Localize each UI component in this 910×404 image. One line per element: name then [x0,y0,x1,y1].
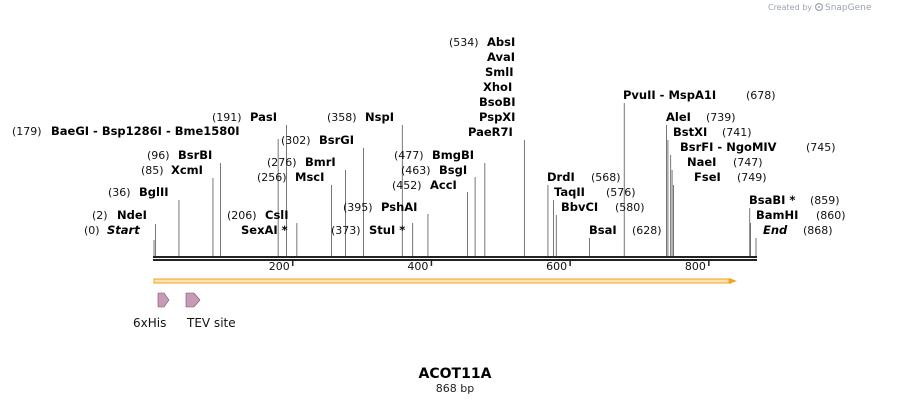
enzyme-pos: (373) [331,224,361,237]
enzyme-name[interactable]: PspXI [479,110,515,124]
enzyme-pos: (860) [816,209,846,222]
enzyme-name[interactable]: PshAI [381,200,417,214]
feature-label: 6xHis [133,316,166,330]
enzyme-pos: (576) [606,186,636,199]
enzyme-name[interactable]: BstXI [673,125,707,139]
feature-arrow-icon[interactable] [157,292,170,308]
enzyme-name[interactable]: BmrI [305,155,336,169]
enzyme-name[interactable]: BsoBI [479,95,516,109]
snapgene-logo-icon [814,2,823,12]
cut-site-lines [153,103,757,256]
enzyme-name[interactable]: AvaI [487,50,515,64]
enzyme-pos: (859) [810,194,840,207]
enzyme-name[interactable]: SmlI [485,65,514,79]
enzyme-pos: (452) [392,179,422,192]
enzyme-pos: (749) [737,171,767,184]
enzyme-name[interactable]: BbvCI [561,200,598,214]
enzyme-pos: (580) [615,201,645,214]
sequence-ruler: 200 400 600 800 [153,256,757,273]
enzyme-name[interactable]: BsrBI [178,148,212,162]
enzyme-pos: (36) [108,186,131,199]
enzyme-pos: (534) [449,36,479,49]
enzyme-name[interactable]: BaeGI - Bsp1286I - Bme1580I [51,124,240,138]
enzyme-pos: (85) [141,164,164,177]
enzyme-name[interactable]: End [763,223,788,237]
enzyme-pos: (741) [722,126,752,139]
enzyme-name[interactable]: StuI * [369,223,405,237]
enzyme-name[interactable]: BsrFI - NgoMIV [680,140,777,154]
enzyme-name[interactable]: NdeI [117,208,147,222]
enzyme-name[interactable]: MscI [295,170,324,184]
feature-arrow-icon[interactable] [185,292,201,308]
enzyme-pos: (477) [394,149,424,162]
enzyme-name[interactable]: NaeI [687,155,716,169]
enzyme-pos: (206) [227,209,257,222]
ruler-top-strand [153,256,757,258]
enzyme-name[interactable]: BsaBI * [749,193,795,207]
enzyme-name[interactable]: PvuII - MspA1I [623,88,716,102]
ruler-tick-label: 800 [685,260,706,273]
enzyme-name[interactable]: FseI [694,170,721,184]
enzyme-name[interactable]: BsaI [589,223,617,237]
enzyme-pos: (868) [803,224,833,237]
enzyme-name[interactable]: XcmI [171,163,203,177]
enzyme-name[interactable]: CslI [265,208,289,222]
enzyme-name[interactable]: PasI [250,110,277,124]
sequence-length: 868 bp [436,382,474,395]
enzyme-name[interactable]: TaqII [554,185,585,199]
orf-arrow[interactable] [153,278,737,284]
enzyme-name[interactable]: BsrGI [319,133,354,147]
sequence-name: ACOT11A [419,366,492,382]
ruler-tick-label: 200 [269,260,290,273]
ruler-bottom-strand [153,259,757,261]
enzyme-pos: (191) [212,111,242,124]
enzyme-name[interactable]: AbsI [487,35,515,49]
ruler-tick-label: 400 [407,260,428,273]
enzyme-pos: (0) [84,224,100,237]
enzyme-pos: (256) [257,171,287,184]
enzyme-name[interactable]: AleI [666,110,691,124]
enzyme-labels: (0) Start (2) NdeI (36) BglII (85) XcmI … [12,35,846,237]
feature-tev-site[interactable]: TEV site [185,292,236,330]
feature-label: TEV site [186,316,236,330]
enzyme-pos: (463) [401,164,431,177]
enzyme-name[interactable]: DrdI [547,170,575,184]
enzyme-name[interactable]: NspI [365,110,394,124]
enzyme-pos: (628) [632,224,662,237]
enzyme-name[interactable]: PaeR7I [468,125,513,139]
enzyme-pos: (739) [706,111,736,124]
enzyme-pos: (358) [327,111,357,124]
enzyme-pos: (2) [92,209,108,222]
enzyme-pos: (395) [343,201,373,214]
enzyme-name[interactable]: BglII [139,185,169,199]
ruler-ticks: 200 400 600 800 [269,260,710,273]
enzyme-pos: (678) [746,89,776,102]
enzyme-pos: (276) [267,156,297,169]
enzyme-pos: (745) [806,141,836,154]
enzyme-pos: (568) [591,171,621,184]
credit-prefix: Created by [768,3,812,12]
credit-brand: SnapGene [825,3,872,13]
credit: Created by SnapGene [768,2,872,13]
enzyme-pos: (302) [281,134,311,147]
enzyme-name[interactable]: XhoI [483,80,512,94]
enzyme-pos: (96) [147,149,170,162]
enzyme-name[interactable]: BmgBI [432,148,474,162]
enzyme-pos: (179) [12,125,42,138]
ruler-tick-label: 600 [546,260,567,273]
enzyme-name[interactable]: Start [107,223,140,237]
enzyme-name[interactable]: AccI [430,178,457,192]
enzyme-name[interactable]: BsgI [439,163,467,177]
enzyme-name[interactable]: SexAI * [241,223,288,237]
enzyme-pos: (747) [733,156,763,169]
feature-6xhis[interactable]: 6xHis [133,292,170,330]
enzyme-name[interactable]: BamHI [756,208,798,222]
